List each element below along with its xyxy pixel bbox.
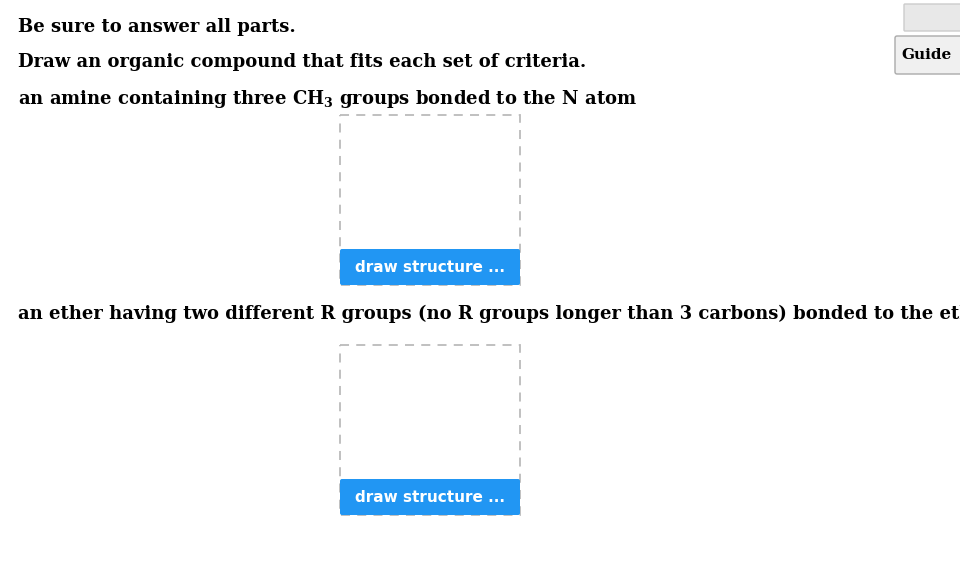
Text: draw structure ...: draw structure ... xyxy=(355,489,505,505)
Bar xyxy=(340,345,520,515)
Text: draw structure ...: draw structure ... xyxy=(355,260,505,274)
FancyBboxPatch shape xyxy=(895,36,960,74)
Text: an amine containing three $\mathregular{CH_3}$ groups bonded to the N atom: an amine containing three $\mathregular{… xyxy=(18,88,637,110)
Text: an ether having two different R groups (no R groups longer than 3 carbons) bonde: an ether having two different R groups (… xyxy=(18,305,960,323)
Text: Guide: Guide xyxy=(901,48,951,62)
Text: Draw an organic compound that fits each set of criteria.: Draw an organic compound that fits each … xyxy=(18,53,587,71)
FancyBboxPatch shape xyxy=(340,249,520,285)
FancyBboxPatch shape xyxy=(340,479,520,515)
Text: Be sure to answer all parts.: Be sure to answer all parts. xyxy=(18,18,296,36)
Bar xyxy=(340,115,520,285)
FancyBboxPatch shape xyxy=(904,4,960,31)
